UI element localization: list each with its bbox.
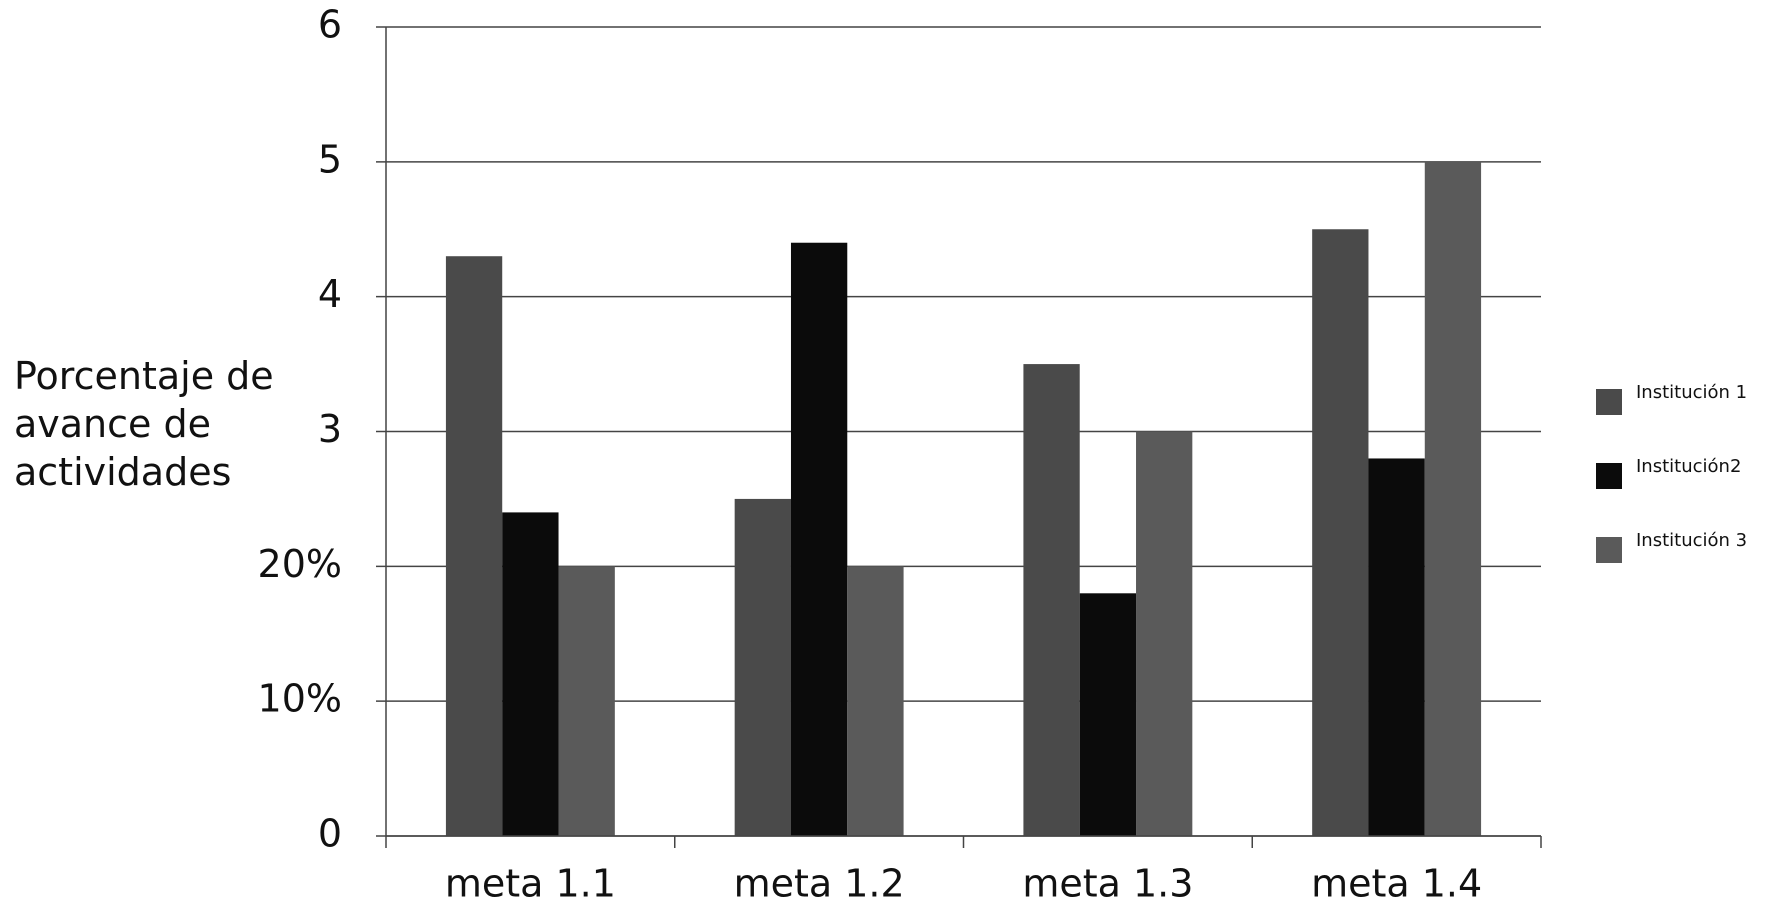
y-tick-label: 5 <box>318 137 342 181</box>
bar <box>1079 593 1137 836</box>
legend-label: Institución 3 <box>1636 530 1747 551</box>
y-tick-label: 4 <box>318 272 342 316</box>
bar <box>1136 431 1193 836</box>
x-tick-label: meta 1.3 <box>1022 862 1193 906</box>
legend-label: Institución 1 <box>1636 382 1747 403</box>
bar <box>558 566 615 836</box>
legend-swatch <box>1596 463 1622 489</box>
y-tick-label: 10% <box>258 677 342 721</box>
bar <box>445 256 503 836</box>
x-tick-label: meta 1.1 <box>445 862 616 906</box>
y-tick-label: 0 <box>318 812 342 856</box>
bar <box>847 566 904 836</box>
bar <box>734 498 791 836</box>
legend-label: Institución2 <box>1636 456 1741 477</box>
bar <box>502 512 559 836</box>
bar <box>1368 458 1425 836</box>
legend-swatch <box>1596 389 1622 415</box>
x-tick-label: meta 1.4 <box>1311 862 1482 906</box>
bar <box>1424 161 1482 837</box>
bar <box>790 242 848 836</box>
bar <box>1023 364 1080 836</box>
legend-swatch <box>1596 537 1622 563</box>
y-tick-label: 20% <box>258 542 342 586</box>
y-tick-label: 6 <box>318 3 342 47</box>
y-tick-label: 3 <box>318 407 342 451</box>
x-tick-label: meta 1.2 <box>734 862 905 906</box>
y-axis-label: Porcentaje de avance de actividades <box>14 354 274 494</box>
bar <box>1312 229 1369 836</box>
